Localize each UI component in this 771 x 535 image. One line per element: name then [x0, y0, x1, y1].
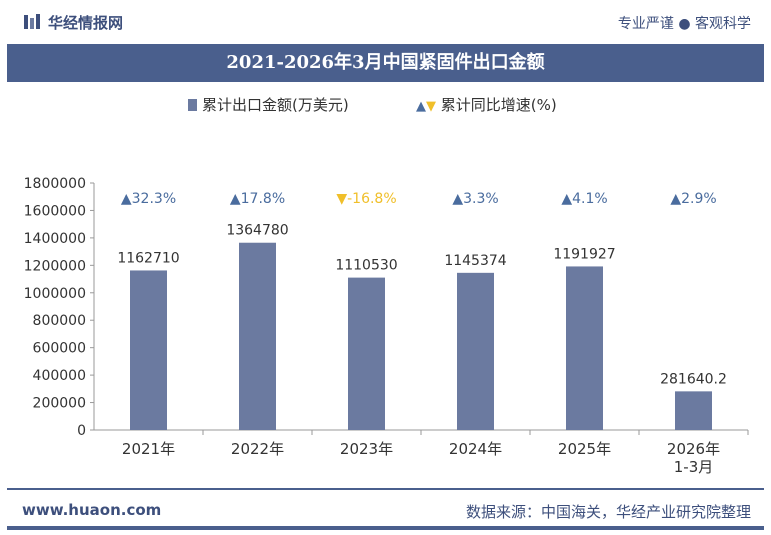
y-tick-label: 600000: [33, 341, 86, 357]
bar-value-label: 1162710: [117, 250, 179, 266]
triangle-up-icon: ▲: [416, 99, 426, 114]
bar: [348, 277, 385, 430]
bar: [130, 270, 167, 430]
y-tick-label: 400000: [33, 368, 86, 384]
x-category-label: 2026年: [667, 440, 720, 458]
tagline: 专业严谨 ● 客观科学: [617, 16, 751, 32]
chart-legend: 累计出口金额(万美元) ▲▼ 累计同比增速(%): [0, 94, 771, 118]
header: 华经情报网 专业严谨 ● 客观科学: [0, 0, 771, 44]
y-tick-label: 1000000: [24, 286, 86, 302]
bar-value-label: 1145374: [444, 253, 506, 269]
bar-swatch-icon: [188, 99, 197, 111]
bar-value-label: 281640.2: [660, 371, 727, 387]
y-tick-label: 1800000: [24, 176, 86, 192]
x-category-label: 2023年: [340, 440, 393, 458]
title-bar: 2021-2026年3月中国紧固件出口金额: [7, 44, 764, 82]
footer-source: 数据来源：中国海关，华经产业研究院整理: [465, 503, 751, 521]
legend-label-growth: 累计同比增速(%): [440, 96, 557, 114]
triangle-down-icon: ▼: [426, 99, 436, 114]
y-tick-label: 1600000: [24, 203, 86, 219]
x-category-label: 2024年: [449, 440, 502, 458]
growth-rate-label: ▲32.3%: [121, 191, 176, 207]
footer-bottom-bar: [7, 526, 764, 530]
y-tick-label: 1400000: [24, 231, 86, 247]
bar: [457, 272, 494, 430]
bar: [566, 266, 603, 430]
legend-label-amount: 累计出口金额(万美元): [202, 96, 349, 114]
x-category-label: 2025年: [558, 440, 611, 458]
huajing-logo-icon: [24, 14, 40, 29]
y-tick-label: 0: [77, 423, 86, 439]
bar: [239, 242, 276, 430]
growth-rate-label: ▲2.9%: [670, 191, 716, 207]
footer-url: www.huaon.com: [22, 501, 162, 519]
chart-title: 2021-2026年3月中国紧固件出口金额: [226, 52, 545, 73]
growth-rate-label: ▲17.8%: [230, 191, 285, 207]
growth-rate-label: ▲4.1%: [561, 191, 607, 207]
x-category-label: 2022年: [231, 440, 284, 458]
y-tick-label: 800000: [33, 313, 86, 329]
footer-divider: [7, 488, 764, 490]
bar-value-label: 1364780: [226, 223, 288, 239]
bar-chart: 0 200000 400000 600000 800000 1000000 1200000 1…: [24, 176, 749, 476]
growth-rate-label: ▼-16.8%: [336, 191, 396, 207]
legend-item-growth: ▲▼ 累计同比增速(%): [416, 94, 557, 115]
growth-rate-label: ▲3.3%: [452, 191, 498, 207]
legend-item-amount: 累计出口金额(万美元): [188, 94, 349, 115]
y-tick-label: 200000: [33, 396, 86, 412]
y-tick-label: 1200000: [24, 258, 86, 274]
bar-value-label: 1110530: [335, 258, 397, 274]
bar: [675, 391, 712, 430]
footer: www.huaon.com 数据来源：中国海关，华经产业研究院整理: [0, 488, 771, 535]
x-category-label: 1-3月: [674, 458, 714, 476]
brand-name: 华经情报网: [48, 14, 124, 32]
bar-value-label: 1191927: [553, 246, 615, 262]
x-category-label: 2021年: [122, 440, 175, 458]
